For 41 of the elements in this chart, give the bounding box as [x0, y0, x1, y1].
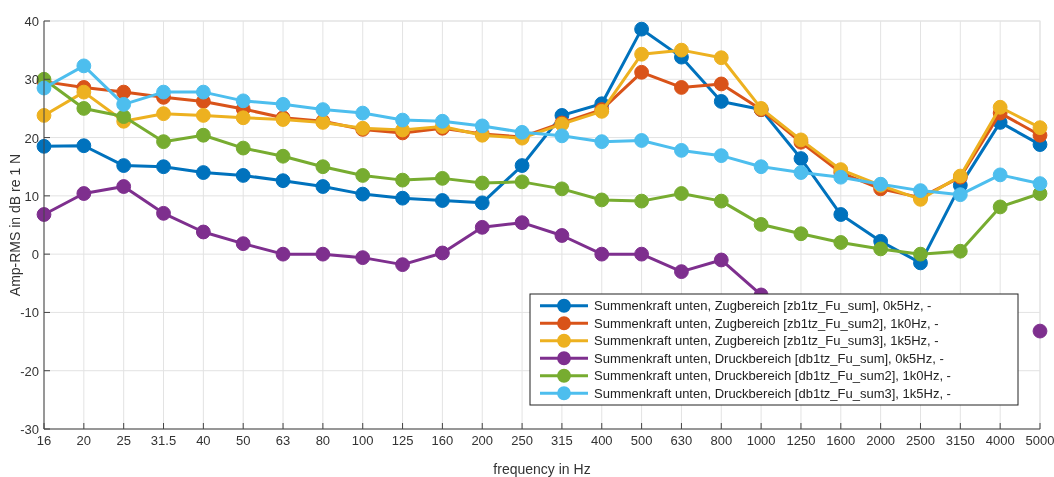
x-tick-label: 25 [116, 433, 131, 448]
x-tick-label: 4000 [985, 433, 1015, 448]
x-tick-label: 1000 [746, 433, 776, 448]
x-tick-label: 5000 [1025, 433, 1054, 448]
x-tick-label: 100 [351, 433, 374, 448]
y-axis-title: Amp-RMS in dB re 1 N [7, 153, 23, 297]
x-tick-label: 630 [670, 433, 693, 448]
x-tick-label: 63 [275, 433, 291, 448]
y-tick-label: 10 [24, 188, 39, 204]
y-tick-label: 0 [31, 247, 39, 263]
legend-label: Summenkraft unten, Druckbereich [db1tz_Fu_sum], 0k5Hz, - [594, 350, 944, 366]
x-tick-label: 50 [235, 433, 251, 448]
x-tick-label: 800 [710, 433, 733, 448]
x-tick-label: 3150 [945, 433, 975, 448]
x-tick-label: 500 [630, 433, 653, 448]
x-tick-label: 40 [196, 433, 211, 448]
legend-label: Summenkraft unten, Zugbereich [zb1tz_Fu_sum3], 1k5Hz, - [594, 333, 939, 349]
x-axis-title: frequency in Hz [493, 461, 591, 477]
x-tick-label: 200 [471, 433, 494, 448]
x-tick-label: 2000 [866, 433, 896, 448]
y-tick-label: 20 [24, 130, 39, 146]
legend-label: Summenkraft unten, Zugbereich [zb1tz_Fu_sum], 0k5Hz, - [594, 298, 932, 314]
y-tick-label: 40 [24, 14, 39, 29]
x-tick-label: 1600 [826, 433, 856, 448]
x-tick-label: 160 [431, 433, 454, 448]
x-tick-label: 20 [76, 433, 92, 448]
x-tick-label: 80 [315, 433, 331, 448]
x-tick-label: 315 [551, 433, 573, 448]
y-tick-label: -20 [20, 363, 39, 379]
legend-label: Summenkraft unten, Druckbereich [db1tz_Fu_sum2], 1k0Hz, - [594, 368, 951, 384]
y-tick-label: -30 [20, 422, 39, 437]
legend-label: Summenkraft unten, Zugbereich [zb1tz_Fu_sum2], 1k0Hz, - [594, 315, 939, 331]
x-tick-label: 1250 [786, 433, 816, 448]
x-tick-label: 31.5 [150, 433, 177, 448]
legend-label: Summenkraft unten, Druckbereich [db1tz_Fu_sum3], 1k5Hz, - [594, 385, 951, 401]
x-tick-label: 125 [391, 433, 414, 448]
x-tick-label: 250 [511, 433, 533, 448]
y-tick-label: -10 [20, 305, 39, 321]
x-tick-label: 2500 [906, 433, 935, 448]
x-tick-label: 16 [36, 433, 52, 448]
x-tick-label: 400 [590, 433, 613, 448]
